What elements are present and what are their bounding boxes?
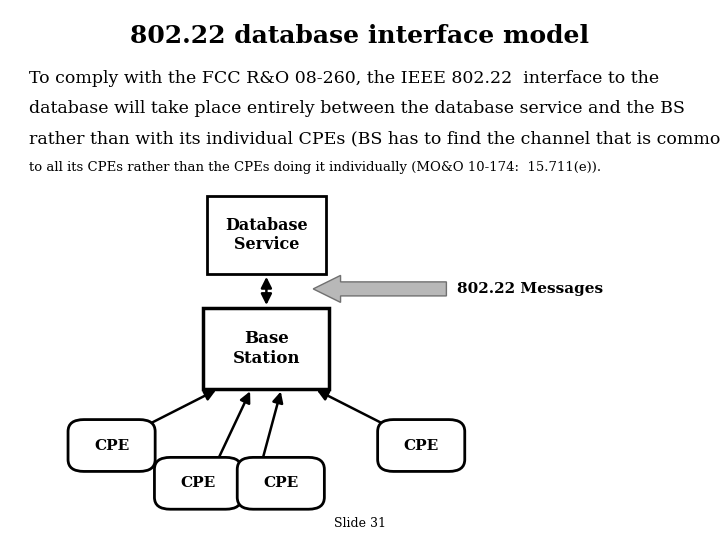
- FancyBboxPatch shape: [377, 420, 465, 471]
- Text: database will take place entirely between the database service and the BS: database will take place entirely betwee…: [29, 100, 685, 117]
- FancyArrow shape: [313, 275, 446, 302]
- Text: Database
Service: Database Service: [225, 217, 307, 253]
- Text: CPE: CPE: [94, 438, 129, 453]
- FancyBboxPatch shape: [155, 457, 242, 509]
- Text: CPE: CPE: [404, 438, 438, 453]
- FancyBboxPatch shape: [68, 420, 156, 471]
- Text: Base
Station: Base Station: [233, 330, 300, 367]
- Text: Slide 31: Slide 31: [334, 517, 386, 530]
- Text: To comply with the FCC R&O 08-260, the IEEE 802.22  interface to the: To comply with the FCC R&O 08-260, the I…: [29, 70, 659, 87]
- Text: 802.22 database interface model: 802.22 database interface model: [130, 24, 590, 48]
- Text: 802.22 Messages: 802.22 Messages: [457, 282, 603, 296]
- Bar: [207, 195, 325, 274]
- Text: rather than with its individual CPEs (BS has to find the channel that is common: rather than with its individual CPEs (BS…: [29, 131, 720, 147]
- Bar: [203, 308, 329, 389]
- Text: CPE: CPE: [264, 476, 298, 490]
- Text: CPE: CPE: [181, 476, 215, 490]
- Text: to all its CPEs rather than the CPEs doing it individually (MO&O 10-174:  15.711: to all its CPEs rather than the CPEs doi…: [29, 161, 601, 174]
- FancyBboxPatch shape: [238, 457, 324, 509]
